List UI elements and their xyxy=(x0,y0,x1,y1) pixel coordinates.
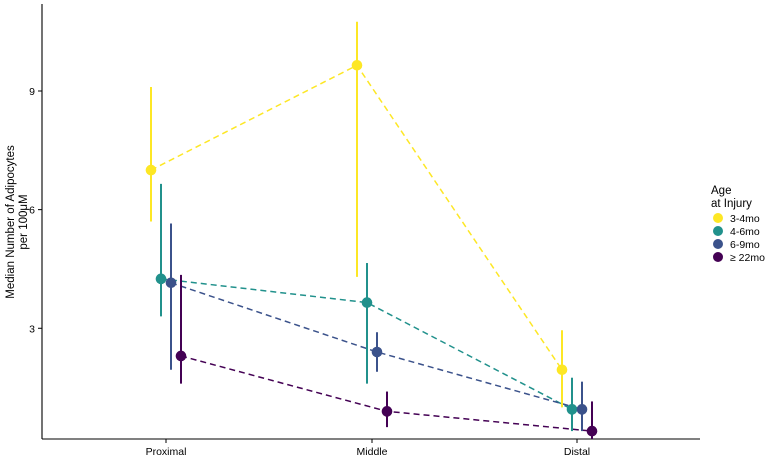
data-point xyxy=(586,425,598,437)
x-tick-label: Proximal xyxy=(146,446,187,458)
axes xyxy=(41,4,700,440)
legend-key xyxy=(713,226,723,236)
data-point xyxy=(371,346,383,358)
data-point xyxy=(351,59,363,71)
legend-label: ≥ 22mo xyxy=(730,252,765,264)
data-points xyxy=(145,59,598,437)
legend-key xyxy=(713,213,723,223)
x-ticks: Proximal Middle Distal xyxy=(146,439,590,458)
series-line xyxy=(170,282,583,411)
y-tick-label: 3 xyxy=(29,323,35,335)
data-point xyxy=(556,364,568,376)
x-tick-label: Middle xyxy=(357,446,388,458)
data-point xyxy=(576,404,588,415)
error-bars xyxy=(150,21,593,439)
series-lines xyxy=(150,64,593,432)
legend-title-line-2: at Injury xyxy=(711,198,752,210)
data-point xyxy=(155,273,167,285)
y-axis-title-line-1: Median Number of Adipocytes xyxy=(5,145,17,299)
legend-label: 3-4mo xyxy=(730,213,760,225)
y-axis-title: Median Number of Adipocytes per 100μM xyxy=(5,145,30,299)
legend-key xyxy=(713,252,723,262)
data-point xyxy=(361,297,373,308)
legend-label: 6-9mo xyxy=(730,239,760,251)
data-point xyxy=(145,164,157,176)
y-tick-label: 6 xyxy=(29,205,35,217)
data-point xyxy=(566,404,578,415)
series-line xyxy=(160,278,573,411)
y-axis-title-line-2: per 100μM xyxy=(18,194,30,249)
data-point xyxy=(381,406,393,417)
y-tick-label: 9 xyxy=(29,86,35,98)
legend-label: 4-6mo xyxy=(730,226,760,238)
legend-key xyxy=(713,239,723,249)
data-point xyxy=(175,350,187,362)
data-point xyxy=(165,277,177,289)
y-ticks: 3 6 9 xyxy=(29,86,42,335)
x-tick-label: Distal xyxy=(564,446,590,458)
legend-title-line-1: Age xyxy=(711,185,731,197)
